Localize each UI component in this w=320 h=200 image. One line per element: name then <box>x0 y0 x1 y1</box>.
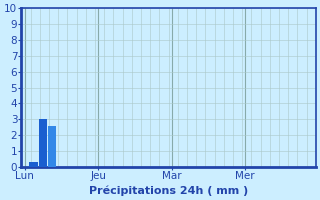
X-axis label: Précipitations 24h ( mm ): Précipitations 24h ( mm ) <box>89 185 248 196</box>
Bar <box>48 126 56 167</box>
Bar <box>39 119 47 167</box>
Bar <box>29 162 38 167</box>
